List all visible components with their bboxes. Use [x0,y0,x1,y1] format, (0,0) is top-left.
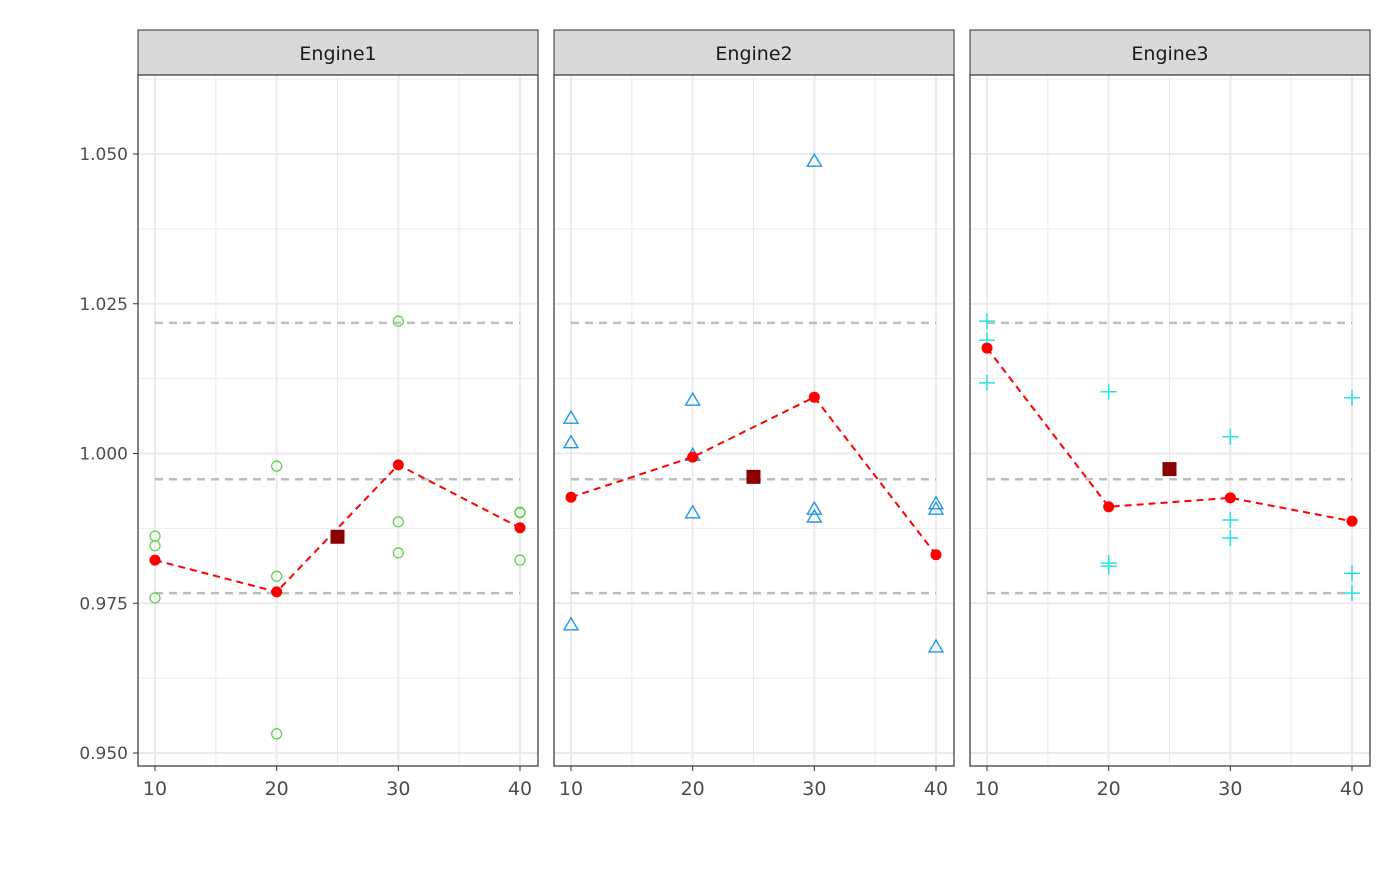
x-tick-label: 10 [975,778,999,800]
data-point [392,315,404,327]
x-tick-label: 20 [1097,778,1121,800]
data-point [271,570,283,582]
data-point [684,504,701,519]
data-point [562,434,580,449]
panel-border [137,74,539,767]
mean-point [392,459,404,471]
y-tick-label: 1.025 [79,295,128,315]
data-point [806,152,823,167]
data-point [392,516,404,528]
x-tick-label: 40 [1340,778,1364,800]
x-tick-label: 20 [681,778,705,800]
data-point [927,638,945,653]
facet-label: Engine3 [1131,43,1208,65]
mean-line [154,463,521,593]
panel-engine1: Engine1 10 20 30 40 [137,29,539,800]
data-point [979,374,995,391]
center-point [330,529,345,544]
mean-point [514,522,526,534]
center-point [1162,462,1177,477]
x-tick-label: 10 [559,778,583,800]
center-point [746,469,761,484]
data-point [806,508,823,523]
panel-border [969,74,1371,767]
data-point [1344,585,1360,602]
mean-line [570,395,937,556]
data-point [927,500,945,515]
data-point [1222,529,1239,546]
facet-strip [553,29,955,76]
mean-point [981,342,993,354]
data-point [562,616,580,631]
panel-engine2: Engine2 10 20 30 40 [553,29,955,800]
x-tick-label: 40 [924,778,948,800]
mean-point [149,554,161,566]
data-point [149,540,161,552]
data-point [149,592,161,604]
y-tick-label: 0.975 [79,594,128,614]
data-point [1100,383,1117,400]
data-point [1222,511,1239,528]
x-tick-label: 30 [386,778,410,800]
data-point [1344,565,1360,582]
facet-strip [137,29,539,76]
facet-label: Engine2 [715,43,792,65]
x-tick-label: 10 [143,778,167,800]
data-point [1344,389,1360,406]
mean-point [271,586,283,598]
data-point [271,728,283,740]
data-point [927,495,945,510]
x-tick-label: 30 [802,778,826,800]
y-tick-label: 0.950 [79,744,128,764]
data-point [684,391,701,406]
panel-border [553,74,955,767]
data-point [979,313,995,330]
data-point [562,409,580,424]
panel-engine3: Engine3 10 20 30 40 [969,29,1371,800]
x-tick-label: 30 [1218,778,1242,800]
x-tick-label: 20 [265,778,289,800]
mean-point [930,549,942,561]
mean-point [808,391,820,403]
data-point [1222,428,1239,445]
y-tick-label: 1.050 [79,145,128,165]
data-point [1100,558,1117,575]
mean-line [986,347,1353,523]
facet-strip [969,29,1371,76]
mean-point [1346,515,1358,527]
mean-point [1224,492,1236,504]
mean-point [687,451,699,463]
facet-label: Engine1 [299,43,376,65]
x-tick-label: 40 [508,778,532,800]
mean-point [565,491,577,503]
data-point [514,507,526,519]
y-tick-label: 1.000 [79,445,128,465]
data-point [806,500,823,515]
mean-point [1103,501,1115,513]
data-point [514,554,526,566]
data-point [392,547,404,559]
data-point [271,460,283,472]
